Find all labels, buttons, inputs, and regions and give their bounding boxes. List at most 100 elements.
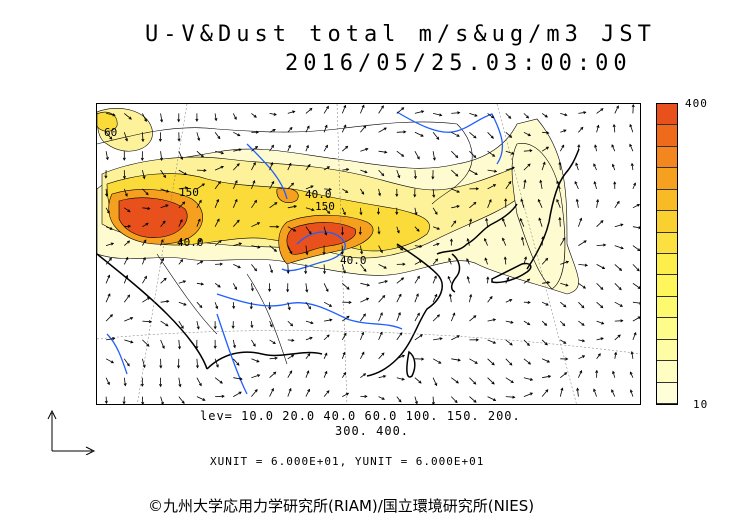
- wind-arrow: [360, 373, 366, 379]
- wind-arrow: [432, 377, 437, 386]
- wind-arrow: [451, 188, 460, 193]
- wind-arrow: [233, 391, 242, 397]
- wind-arrow: [269, 388, 274, 397]
- wind-arrow-head: [325, 105, 329, 109]
- wind-arrow-head: [581, 339, 586, 343]
- wind-arrow: [593, 389, 597, 397]
- wind-arrow: [269, 245, 277, 252]
- wind-arrow-head: [363, 373, 367, 377]
- wind-arrow: [196, 260, 203, 265]
- wind-arrow-head: [105, 156, 109, 161]
- wind-arrow-head: [434, 382, 438, 387]
- wind-arrow-head: [178, 383, 182, 388]
- color-scale-min-label: 10: [693, 398, 709, 411]
- wind-arrow: [124, 207, 131, 213]
- wind-arrow: [448, 258, 452, 265]
- wind-arrow: [196, 282, 204, 285]
- wind-arrow: [287, 339, 294, 341]
- wind-arrow: [414, 276, 420, 284]
- wind-arrow: [124, 240, 130, 246]
- wind-arrow-head: [308, 306, 311, 310]
- wind-arrow: [142, 320, 152, 323]
- wind-arrow: [233, 358, 240, 366]
- wind-arrow: [614, 224, 623, 228]
- wind-arrow: [287, 388, 292, 397]
- wind-arrow-head: [201, 183, 205, 187]
- wind-arrow: [305, 370, 309, 378]
- wind-arrow-head: [395, 211, 399, 216]
- wind-arrow-head: [629, 389, 633, 393]
- wind-arrow: [360, 313, 366, 322]
- wind-arrow-head: [435, 258, 439, 262]
- wind-arrow-head: [255, 130, 260, 134]
- graticule: [97, 104, 640, 404]
- wind-arrow-head: [180, 156, 183, 161]
- wind-arrow-head: [636, 204, 640, 207]
- wind-arrow: [631, 351, 634, 359]
- wind-arrow: [521, 237, 525, 246]
- wind-arrow: [505, 277, 509, 284]
- wind-arrow: [305, 389, 310, 397]
- wind-arrow: [469, 294, 472, 303]
- wind-arrow-head: [474, 113, 478, 117]
- wind-arrow-head: [618, 287, 622, 291]
- wind-arrow: [578, 320, 585, 326]
- wind-arrow-head: [232, 305, 236, 310]
- wind-arrow: [178, 169, 187, 175]
- wind-arrow: [484, 238, 488, 246]
- title-line-1: U-V&Dust total m/s&ug/m3 JST: [145, 22, 656, 47]
- wind-arrow: [632, 245, 640, 251]
- wind-arrow-head: [109, 136, 113, 140]
- wind-arrow-head: [438, 360, 442, 364]
- wind-arrow: [451, 112, 460, 114]
- wind-arrow: [432, 358, 441, 364]
- wind-arrow-head: [565, 357, 569, 361]
- wind-arrow-head: [182, 280, 187, 284]
- wind-arrow-head: [165, 204, 169, 208]
- wind-arrow-head: [547, 375, 552, 379]
- wind-arrow: [105, 132, 113, 140]
- wind-arrow-head: [342, 351, 346, 356]
- wind-arrow-head: [538, 217, 542, 221]
- wind-arrow: [523, 377, 533, 381]
- wind-arrow-head: [377, 231, 381, 235]
- contour-label: 60: [104, 126, 117, 139]
- wind-arrow: [196, 219, 201, 227]
- wind-arrow-head: [221, 394, 225, 398]
- wind-arrow: [160, 169, 166, 178]
- wind-arrow: [124, 317, 133, 322]
- wind-arrow-head: [439, 113, 443, 117]
- wind-arrow-head: [231, 325, 235, 329]
- wind-arrow-head: [582, 285, 586, 289]
- wind-arrow: [323, 106, 329, 114]
- wind-arrow: [469, 358, 478, 364]
- wind-arrow-head: [575, 162, 579, 166]
- wind-arrow-head: [305, 289, 309, 293]
- wind-arrow: [323, 301, 332, 307]
- wind-arrow-head: [620, 319, 624, 323]
- wind-arrow: [196, 301, 203, 308]
- wind-arrow: [523, 392, 533, 397]
- wind-arrow: [342, 282, 350, 290]
- wind-arrow-head: [322, 252, 326, 256]
- wind-arrow-head: [611, 163, 615, 167]
- wind-arrow-head: [509, 134, 513, 138]
- wind-arrow-head: [218, 240, 222, 244]
- wind-arrow: [142, 239, 147, 246]
- wind-arrow: [469, 377, 476, 385]
- wind-arrow: [196, 132, 200, 141]
- wind-arrow-head: [637, 248, 640, 252]
- wind-arrow-head: [434, 211, 438, 215]
- wind-arrow-head: [399, 332, 403, 336]
- wind-arrow-head: [563, 129, 567, 133]
- wind-arrow-head: [200, 260, 204, 264]
- wind-arrow-head: [562, 323, 566, 327]
- wind-arrow: [611, 389, 616, 397]
- contour-label: 40.0: [340, 254, 367, 267]
- wind-arrow: [432, 258, 438, 265]
- contour-label: 150: [179, 186, 199, 199]
- wind-arrow: [578, 301, 585, 309]
- wind-arrow: [178, 201, 185, 209]
- wind-arrow: [469, 219, 472, 227]
- wind-arrow-head: [177, 346, 182, 350]
